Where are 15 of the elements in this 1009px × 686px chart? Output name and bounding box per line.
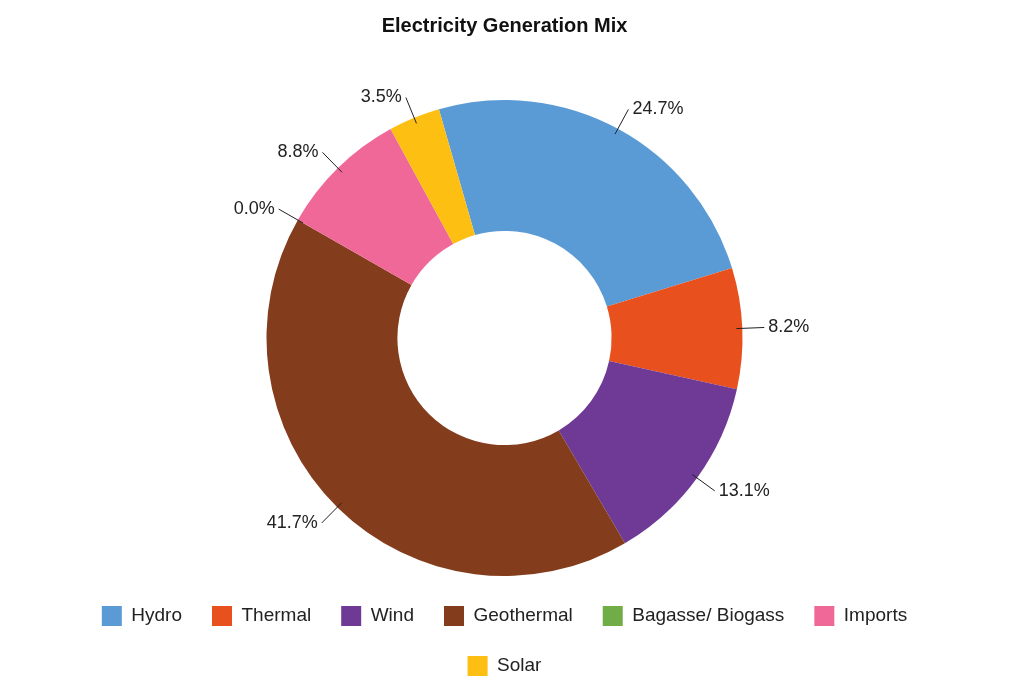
legend-label: Solar (497, 654, 543, 676)
legend-label: Geothermal (473, 604, 573, 626)
legend-label: Bagasse/ Biogass (632, 604, 785, 626)
chart-title: Electricity Generation Mix (381, 13, 628, 36)
legend-label: Hydro (131, 604, 183, 626)
data-label: 24.7% (632, 98, 684, 119)
legend-label: Thermal (241, 604, 312, 626)
data-label: 8.2% (768, 316, 810, 337)
data-label: 8.8% (277, 141, 319, 162)
text: 0.0% (233, 198, 275, 219)
legend-label: Imports (843, 604, 908, 626)
legend-label: Wind (370, 604, 414, 626)
data-label: 13.1% (718, 479, 770, 500)
data-label: 41.7% (266, 511, 318, 532)
data-label: 3.5% (360, 86, 402, 107)
